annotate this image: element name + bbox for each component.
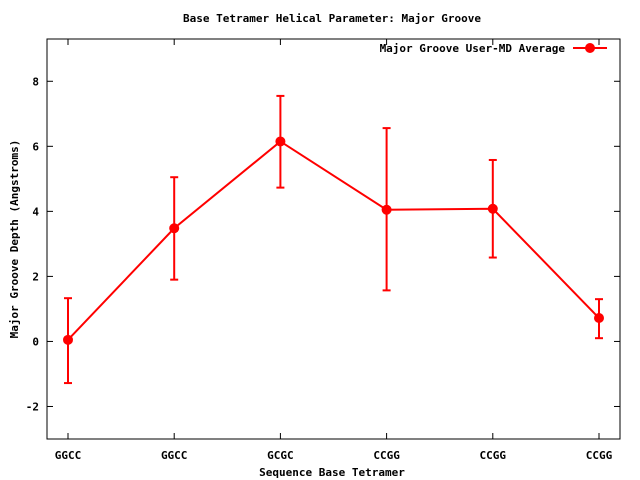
data-point: [487, 203, 498, 214]
data-point: [169, 223, 180, 234]
x-axis-label: Sequence Base Tetramer: [259, 466, 405, 479]
series-line: [67, 140, 600, 341]
x-tick-label: GGCC: [161, 449, 188, 462]
x-tick-label: CCGG: [373, 449, 400, 462]
data-point: [275, 136, 286, 147]
x-tick-label: GCGC: [267, 449, 294, 462]
x-axis: GGCC GGCC GCGC CCGG CCGG CCGG: [55, 39, 613, 462]
data-point: [381, 204, 392, 215]
legend: Major Groove User-MD Average: [380, 42, 607, 55]
x-tick-label: CCGG: [586, 449, 613, 462]
y-tick-label: -2: [26, 400, 39, 413]
x-tick-label: CCGG: [480, 449, 507, 462]
y-tick-label: 8: [32, 75, 39, 88]
legend-marker: [585, 43, 595, 53]
chart-title: Base Tetramer Helical Parameter: Major G…: [183, 12, 481, 25]
y-tick-label: 6: [32, 140, 39, 153]
plot-frame: [46, 38, 621, 440]
data-point: [594, 313, 604, 324]
x-tick-label: GGCC: [55, 449, 82, 462]
series-group: [63, 94, 604, 385]
y-tick-label: 2: [32, 270, 39, 283]
y-tick-label: 4: [32, 205, 39, 218]
y-tick-label: 0: [32, 335, 39, 348]
y-axis-label: Major Groove Depth (Angstroms): [8, 140, 21, 339]
y-axis: -2 0 2 4 6 8: [26, 75, 620, 413]
legend-label: Major Groove User-MD Average: [380, 42, 566, 55]
data-point: [63, 334, 73, 345]
